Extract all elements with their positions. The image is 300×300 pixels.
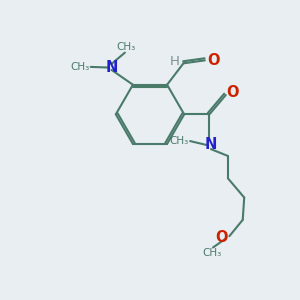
Text: N: N [105,60,118,75]
Text: CH₃: CH₃ [169,136,188,146]
Text: O: O [216,230,228,245]
Text: N: N [205,137,217,152]
Text: O: O [207,53,219,68]
Text: CH₃: CH₃ [71,62,90,72]
Text: O: O [226,85,238,100]
Text: CH₃: CH₃ [202,248,221,258]
Text: CH₃: CH₃ [117,42,136,52]
Text: H: H [170,55,180,68]
